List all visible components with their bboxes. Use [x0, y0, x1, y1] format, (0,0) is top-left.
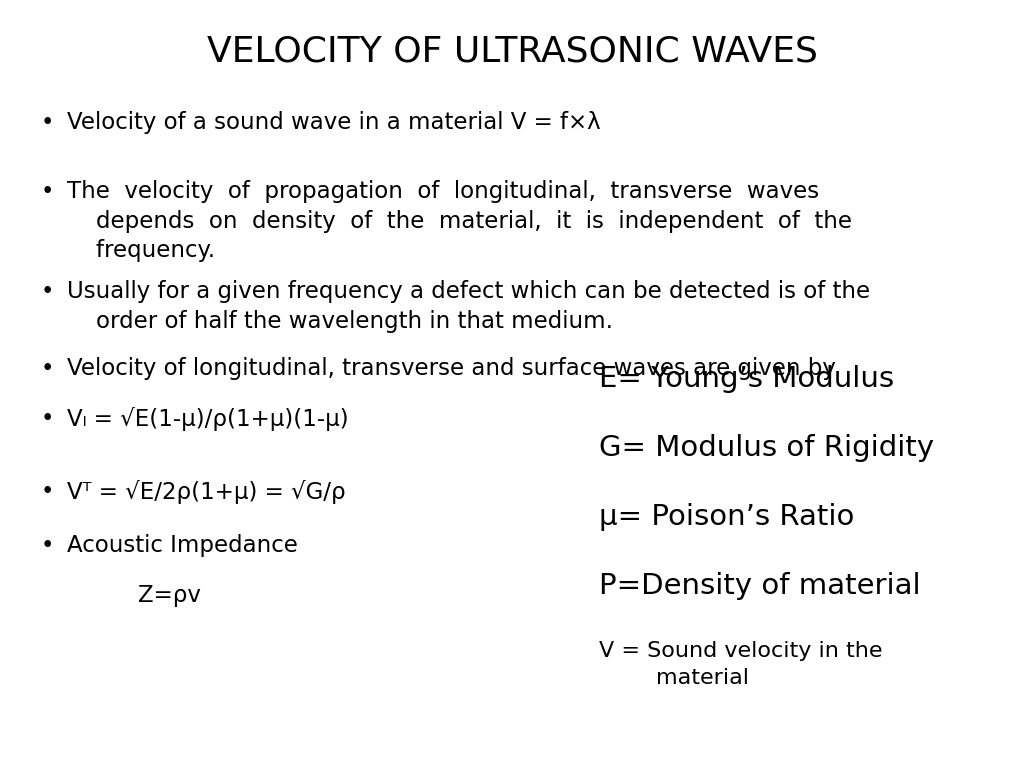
Text: •: •: [41, 407, 54, 430]
Text: Usually for a given frequency a defect which can be detected is of the
    order: Usually for a given frequency a defect w…: [67, 280, 869, 333]
Text: G= Modulus of Rigidity: G= Modulus of Rigidity: [599, 434, 934, 462]
Text: •: •: [41, 280, 54, 303]
Text: •: •: [41, 111, 54, 134]
Text: Acoustic Impedance: Acoustic Impedance: [67, 534, 297, 557]
Text: •: •: [41, 357, 54, 380]
Text: P=Density of material: P=Density of material: [599, 572, 921, 600]
Text: Vₗ = √E(1-μ)/ρ(1+μ)(1-μ): Vₗ = √E(1-μ)/ρ(1+μ)(1-μ): [67, 407, 348, 431]
Text: Velocity of a sound wave in a material V = f×λ: Velocity of a sound wave in a material V…: [67, 111, 600, 134]
Text: •: •: [41, 480, 54, 503]
Text: •: •: [41, 180, 54, 204]
Text: Z=ρv: Z=ρv: [138, 584, 201, 607]
Text: E= Young’s Modulus: E= Young’s Modulus: [599, 365, 894, 392]
Text: Velocity of longitudinal, transverse and surface waves are given by: Velocity of longitudinal, transverse and…: [67, 357, 836, 380]
Text: V = Sound velocity in the
        material: V = Sound velocity in the material: [599, 641, 883, 687]
Text: VELOCITY OF ULTRASONIC WAVES: VELOCITY OF ULTRASONIC WAVES: [207, 35, 817, 68]
Text: •: •: [41, 534, 54, 557]
Text: μ= Poison’s Ratio: μ= Poison’s Ratio: [599, 503, 854, 531]
Text: Vᵀ = √E/2ρ(1+μ) = √G/ρ: Vᵀ = √E/2ρ(1+μ) = √G/ρ: [67, 480, 345, 504]
Text: The  velocity  of  propagation  of  longitudinal,  transverse  waves
    depends: The velocity of propagation of longitudi…: [67, 180, 852, 262]
